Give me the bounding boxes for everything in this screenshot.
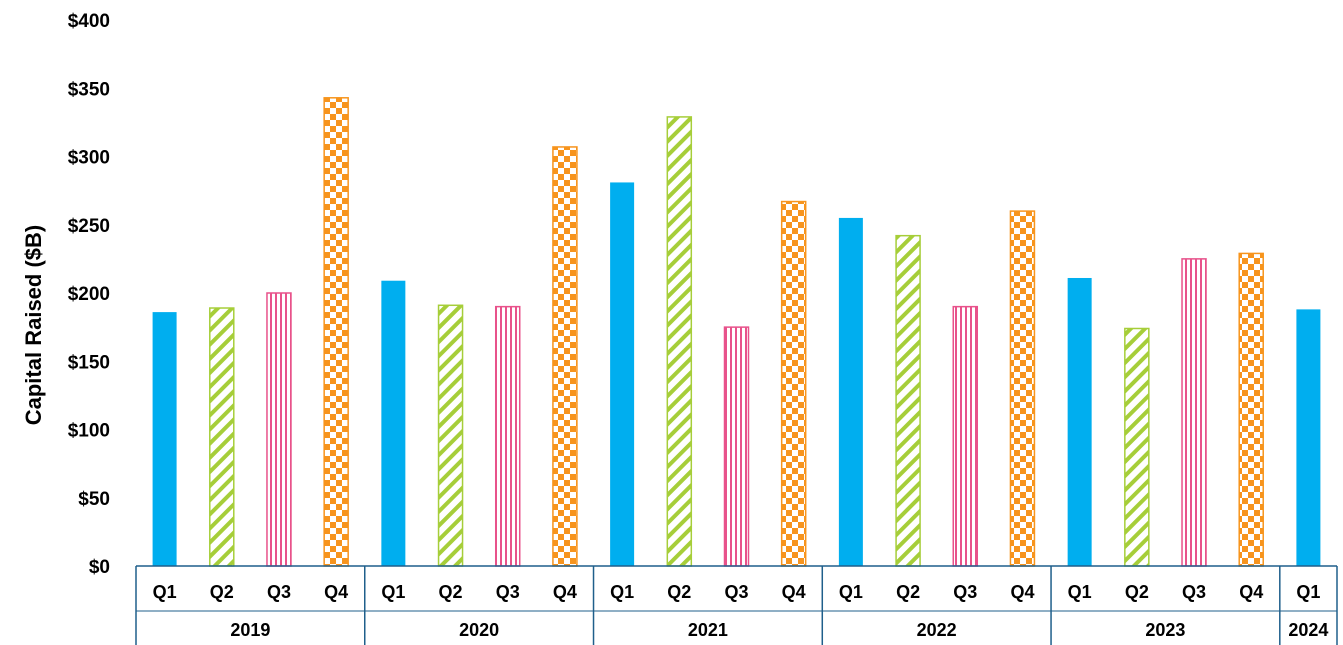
x-tick-label: Q2 [210,582,234,602]
x-tick-label: Q1 [1296,582,1320,602]
y-tick-label: $350 [68,79,110,100]
bar-2020-q4 [552,146,578,567]
x-tick-label: Q4 [553,582,577,602]
x-tick-label: Q4 [1010,582,1034,602]
year-group-label: 2023 [1145,620,1185,640]
x-tick-label: Q2 [1125,582,1149,602]
bar-2023-q4 [1238,252,1264,567]
bar-2022-q3 [952,305,979,567]
y-tick-label: $200 [68,284,110,305]
x-tick-label: Q4 [324,582,348,602]
bars [152,97,1321,567]
bar-2022-q2 [895,234,921,567]
x-tick-label: Q3 [953,582,977,602]
y-axis-label: Capital Raised ($B) [21,225,46,426]
y-tick-label: $250 [68,216,110,237]
bar-2021-q4 [780,200,807,567]
x-tick-label: Q1 [381,582,405,602]
y-tick-label: $400 [68,11,110,32]
x-tick-label: Q4 [782,582,806,602]
bar-2020-q2 [437,304,464,567]
x-tick-label: Q1 [839,582,863,602]
x-tick-label: Q3 [496,582,520,602]
bar-2022-q4 [1009,210,1036,567]
x-tick-label: Q2 [439,582,463,602]
bar-2020-q1 [381,280,406,566]
bar-2019-q3 [266,292,292,567]
y-tick-label: $0 [89,557,110,578]
x-tick-label: Q4 [1239,582,1263,602]
year-group-label: 2024 [1288,620,1328,640]
bar-2020-q3 [494,305,521,567]
y-tick-label: $300 [68,148,110,169]
bar-2021-q1 [610,182,635,566]
y-tick-label: $100 [68,421,110,442]
x-tick-label: Q1 [153,582,177,602]
x-tick-label: Q1 [610,582,634,602]
x-tick-label: Q3 [267,582,291,602]
bar-2022-q1 [838,217,863,567]
bar-2019-q2 [209,307,235,567]
y-tick-label: $50 [78,489,110,510]
x-axis: Q1 Q2 Q3 Q4 2019 Q1 Q2 Q3 Q4 2020 Q1 Q2 Q3 Q4 2021 Q1 Q2… [135,565,1338,645]
bar-2023-q2 [1124,327,1150,567]
bar-2023-q3 [1181,258,1207,567]
year-group-label: 2022 [917,620,957,640]
x-tick-label: Q2 [667,582,691,602]
bar-2019-q4 [323,97,349,567]
bar-2019-q1 [152,312,177,566]
year-group-label: 2021 [688,620,728,640]
x-tick-label: Q1 [1068,582,1092,602]
y-axis-ticks: $0 $50 $100 $150 $200 $250 $300 $350 $400 [68,11,110,578]
year-group-label: 2019 [230,620,270,640]
x-tick-label: Q3 [724,582,748,602]
bar-2021-q3 [723,326,750,567]
y-tick-label: $150 [68,352,110,373]
x-tick-label: Q3 [1182,582,1206,602]
bar-2024-q1 [1296,309,1321,566]
year-group-label: 2020 [459,620,499,640]
bar-2021-q2 [666,116,693,567]
x-tick-label: Q2 [896,582,920,602]
bar-2023-q1 [1067,277,1092,566]
